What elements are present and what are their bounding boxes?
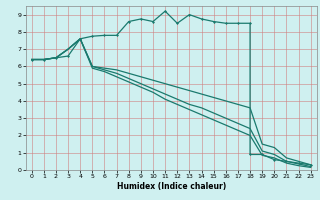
X-axis label: Humidex (Indice chaleur): Humidex (Indice chaleur) — [116, 182, 226, 191]
